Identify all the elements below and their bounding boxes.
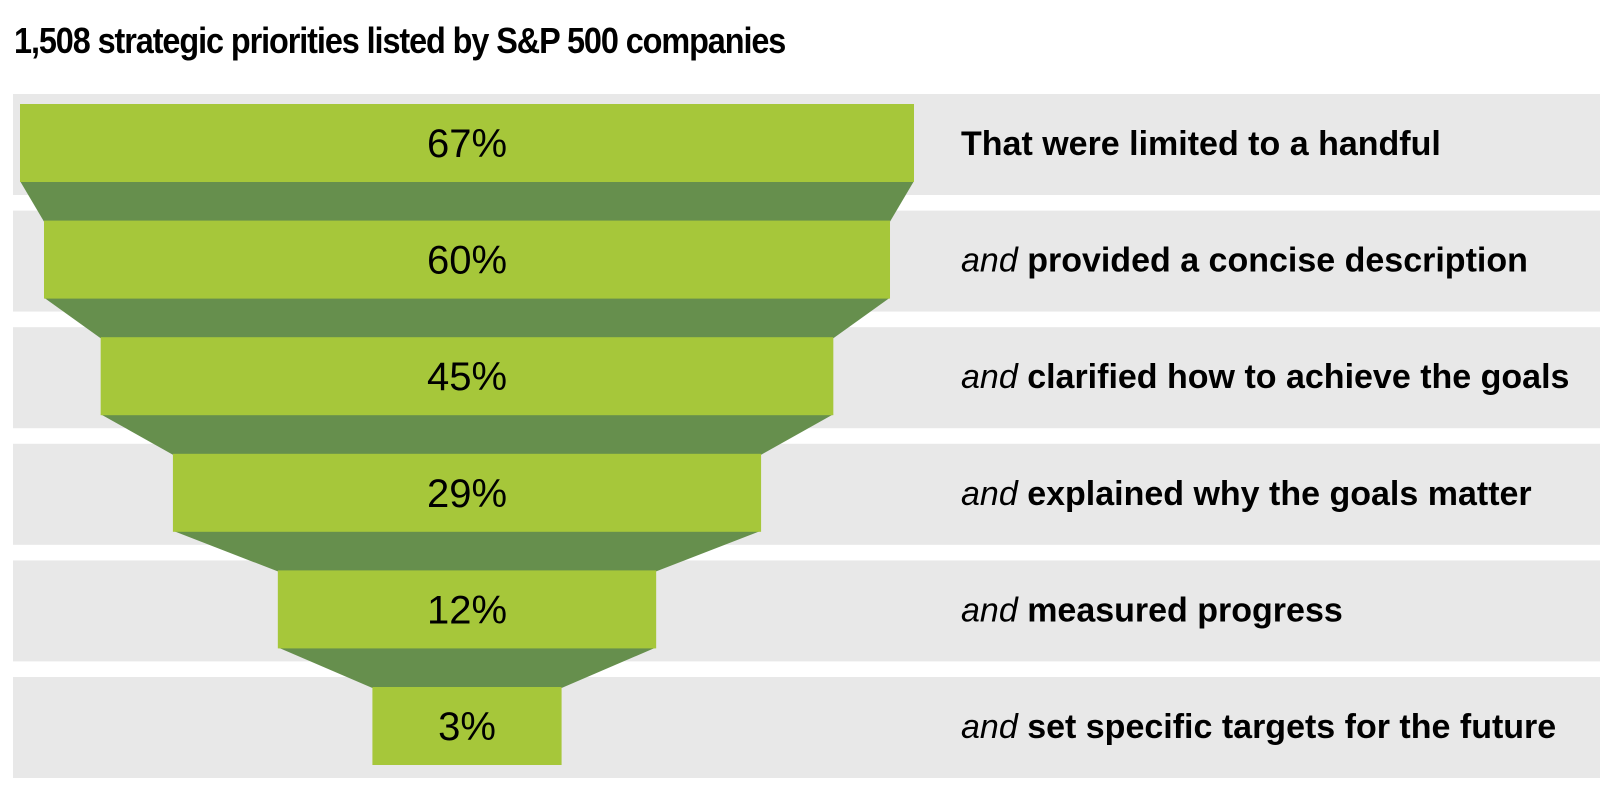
category-connector: and: [961, 475, 1027, 513]
funnel-connectors: [20, 181, 914, 688]
category-label-4: and explained why the goals matter: [961, 475, 1532, 513]
value-label-3: 45%: [427, 355, 507, 399]
funnel-connector-1: [20, 181, 914, 222]
category-text: measured progress: [1027, 591, 1343, 629]
funnel-bar-4: [172, 453, 762, 532]
value-label-1: 67%: [427, 122, 507, 166]
value-labels: 67% 60% 45% 29% 12% 3%: [427, 122, 507, 749]
category-label-5: and measured progress: [961, 591, 1343, 629]
category-label-1: That were limited to a handful: [961, 125, 1441, 163]
category-text: That were limited to a handful: [961, 125, 1441, 163]
category-label-6: and set specific targets for the future: [961, 708, 1556, 746]
category-text: provided a concise description: [1027, 242, 1528, 280]
funnel-bar-3: [100, 337, 834, 416]
category-text: set specific targets for the future: [1027, 708, 1556, 746]
funnel-connector-3: [100, 414, 834, 455]
category-labels: That were limited to a handful and provid…: [961, 125, 1569, 746]
funnel-bar-5: [277, 570, 657, 649]
funnel-bars: [20, 104, 914, 765]
funnel-bar-1: [20, 104, 914, 182]
category-label-2: and provided a concise description: [961, 242, 1528, 280]
row-band-6: [13, 677, 1600, 778]
row-band-5: [13, 560, 1600, 662]
funnel-connector-4: [172, 530, 762, 572]
value-label-5: 12%: [427, 588, 507, 632]
value-label-2: 60%: [427, 239, 507, 283]
category-connector: and: [961, 358, 1027, 396]
funnel-connector-5: [277, 647, 657, 688]
category-connector: and: [961, 591, 1027, 629]
chart-title: 1,508 strategic priorities listed by S&P…: [14, 20, 786, 61]
value-label-6: 3%: [438, 705, 496, 749]
value-label-4: 29%: [427, 472, 507, 516]
category-label-3: and clarified how to achieve the goals: [961, 358, 1569, 396]
funnel-bar-6: [372, 687, 562, 765]
category-connector: and: [961, 708, 1027, 746]
funnel-bar-2: [43, 220, 891, 299]
category-connector: and: [961, 242, 1027, 280]
category-text: clarified how to achieve the goals: [1027, 358, 1569, 396]
funnel-connector-2: [43, 297, 891, 339]
category-text: explained why the goals matter: [1027, 475, 1531, 513]
